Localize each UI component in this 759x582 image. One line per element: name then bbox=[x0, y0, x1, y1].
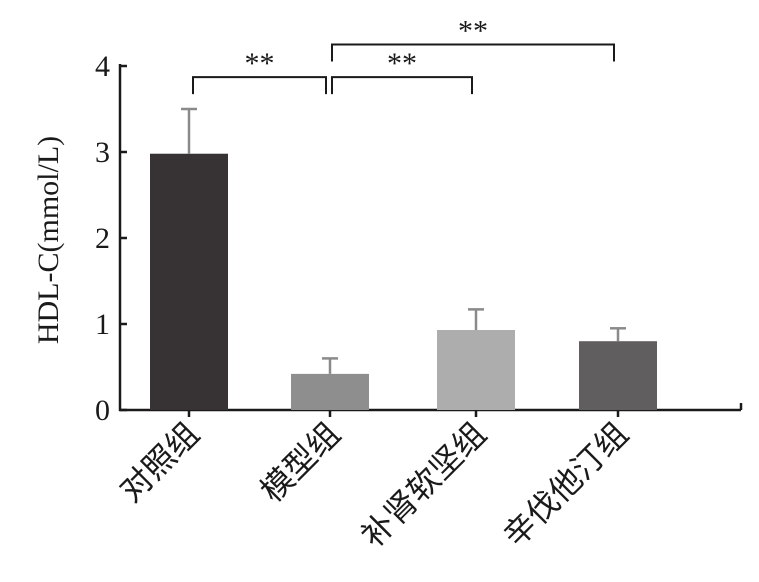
bar bbox=[579, 341, 657, 410]
x-tick-label: 对照组 bbox=[112, 415, 207, 510]
x-tick-label: 辛伐他汀组 bbox=[496, 415, 636, 555]
y-tick-label: 3 bbox=[95, 136, 110, 169]
y-tick-label: 1 bbox=[95, 308, 110, 341]
x-tick-label: 模型组 bbox=[253, 415, 348, 510]
y-axis-label-group: HDL-C(mmol/L) bbox=[32, 136, 65, 344]
significance-label: ** bbox=[458, 15, 488, 48]
y-axis-label: HDL-C(mmol/L) bbox=[32, 136, 65, 344]
significance-bracket bbox=[331, 76, 473, 95]
significance-bracket bbox=[331, 43, 615, 62]
significance-label: ** bbox=[387, 47, 417, 80]
bar bbox=[291, 373, 369, 410]
y-tick-label: 2 bbox=[95, 222, 110, 255]
chart-marks: 0 1 2 3 4 对照组 模型组 补肾软坚组 辛伐他汀组 ** ** ** bbox=[95, 15, 743, 555]
y-tick-label: 0 bbox=[95, 394, 110, 427]
y-tick-label: 4 bbox=[95, 50, 110, 83]
bar bbox=[437, 330, 515, 410]
significance-label: ** bbox=[245, 47, 275, 80]
bar bbox=[150, 153, 228, 410]
significance-bracket bbox=[192, 76, 327, 95]
x-tick-label: 补肾软坚组 bbox=[354, 415, 494, 555]
